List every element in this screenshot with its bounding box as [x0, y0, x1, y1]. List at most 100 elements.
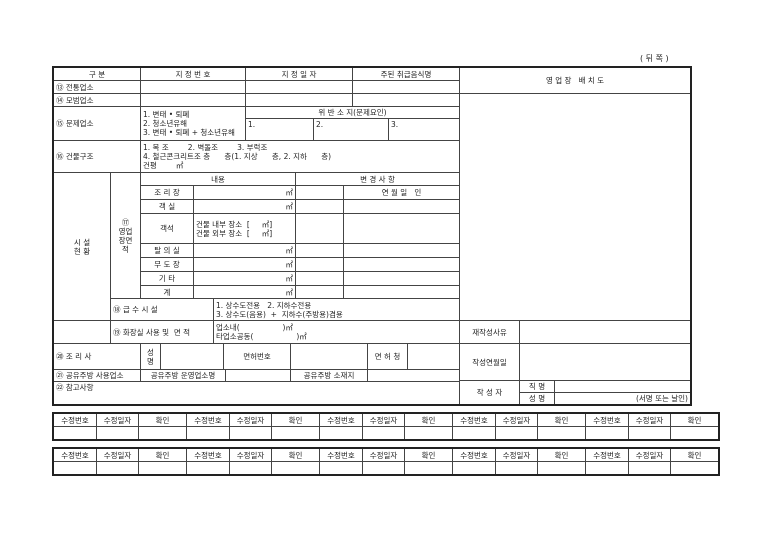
revision-no-header: 수정번호 [452, 448, 496, 462]
facility-item-change-date[interactable] [343, 257, 460, 272]
facility-item-change[interactable] [295, 213, 344, 244]
facility-item-change-date[interactable] [343, 285, 460, 299]
revision-confirm-header: 확인 [537, 448, 586, 462]
revision-no-field[interactable] [53, 426, 97, 440]
facility-item-name: 객 실 [140, 199, 194, 214]
r19-label: ⑲ 화장실 사용 및 면 적 [110, 320, 214, 344]
revision-date-field[interactable] [229, 461, 272, 475]
revision-confirm-field[interactable] [271, 426, 320, 440]
revision-confirm-field[interactable] [138, 461, 187, 475]
r22-notes[interactable]: ㉒ 참고사항 [53, 381, 460, 405]
facility-area-label: ⑰ 영업 장면 적 [110, 172, 141, 299]
written-date-label: 작성연월일 [459, 343, 520, 381]
revision-no-header: 수정번호 [452, 413, 496, 427]
revision-confirm-header: 확인 [537, 413, 586, 427]
r14-main-food-field[interactable] [352, 93, 460, 107]
r15-violation-2[interactable]: 2. [313, 118, 389, 141]
revision-date-field[interactable] [628, 426, 671, 440]
r14-designation-date-field[interactable] [245, 93, 353, 107]
revision-confirm-field[interactable] [670, 426, 719, 440]
facility-item-value[interactable]: ㎡ [193, 199, 296, 214]
layout-drawing-area[interactable] [459, 93, 691, 321]
facility-item-change-date[interactable] [343, 199, 460, 214]
revision-date-field[interactable] [628, 461, 671, 475]
revision-confirm-header: 확인 [271, 448, 320, 462]
facility-item-value[interactable]: ㎡ [193, 271, 296, 286]
revision-no-field[interactable] [319, 461, 363, 475]
facility-date-seal[interactable]: 연 월 일 인 [343, 185, 460, 200]
r20-license-no-field[interactable] [290, 343, 368, 370]
revision-no-field[interactable] [452, 461, 496, 475]
revision-date-header: 수정일자 [229, 413, 272, 427]
revision-confirm-header: 확인 [670, 413, 719, 427]
facility-item-value[interactable]: ㎡ [193, 257, 296, 272]
facility-item-name: 조 리 장 [140, 185, 194, 200]
facility-item-change[interactable] [295, 185, 344, 200]
revision-no-header: 수정번호 [319, 448, 363, 462]
revision-date-header: 수정일자 [495, 448, 538, 462]
facility-item-value[interactable]: ㎡ [193, 285, 296, 299]
revision-date-header: 수정일자 [628, 413, 671, 427]
r19-restroom: 업소내( )㎡ 타업소공동( )㎡ [213, 320, 460, 344]
revision-confirm-field[interactable] [404, 461, 453, 475]
facility-item-change-date[interactable] [343, 213, 460, 244]
sign-field[interactable]: (서명 또는 날인) [554, 392, 691, 405]
revision-date-field[interactable] [96, 461, 139, 475]
r16-building-structure: 1. 목 조 2. 벽돌조 3. 부럭조 4. 철근콘크리트조 층 층(1. 지… [140, 140, 460, 173]
revision-date-field[interactable] [229, 426, 272, 440]
facility-item-value[interactable]: ㎡ [193, 185, 296, 200]
revision-no-field[interactable] [585, 426, 629, 440]
r13-main-food-field[interactable] [352, 80, 460, 94]
r15-violation-1[interactable]: 1. [245, 118, 314, 141]
r15-violation-3[interactable]: 3. [388, 118, 460, 141]
rewrite-reason-field[interactable] [519, 320, 691, 344]
facility-item-change[interactable] [295, 243, 344, 258]
revision-date-field[interactable] [495, 426, 538, 440]
r13-designation-date-field[interactable] [245, 80, 353, 94]
revision-date-header: 수정일자 [229, 448, 272, 462]
revision-confirm-header: 확인 [670, 448, 719, 462]
revision-no-field[interactable] [53, 461, 97, 475]
revision-no-field[interactable] [186, 461, 230, 475]
r14-designation-no-field[interactable] [140, 93, 246, 107]
revision-no-field[interactable] [319, 426, 363, 440]
facility-change-header: 변 경 사 항 [295, 172, 460, 186]
facility-item-change[interactable] [295, 271, 344, 286]
facility-item-value[interactable]: ㎡ [193, 243, 296, 258]
facility-item-name: 객석 [140, 213, 194, 244]
r20-license-office-field[interactable] [407, 343, 460, 370]
facility-item-change-date[interactable] [343, 243, 460, 258]
r20-name-field[interactable] [160, 343, 224, 370]
revision-date-header: 수정일자 [495, 413, 538, 427]
facility-item-change-date[interactable] [343, 271, 460, 286]
revision-date-field[interactable] [362, 461, 405, 475]
revision-no-field[interactable] [186, 426, 230, 440]
rewrite-reason-label: 재작성사유 [459, 320, 520, 344]
revision-confirm-field[interactable] [537, 461, 586, 475]
revision-confirm-field[interactable] [271, 461, 320, 475]
facility-item-name: 탈 의 실 [140, 243, 194, 258]
revision-confirm-field[interactable] [670, 461, 719, 475]
revision-no-field[interactable] [452, 426, 496, 440]
revision-no-field[interactable] [585, 461, 629, 475]
facility-item-change[interactable] [295, 285, 344, 299]
r13-designation-no-field[interactable] [140, 80, 246, 94]
revision-no-header: 수정번호 [186, 413, 230, 427]
written-date-field[interactable] [519, 343, 691, 381]
revision-date-field[interactable] [495, 461, 538, 475]
revision-date-field[interactable] [362, 426, 405, 440]
revision-no-header: 수정번호 [186, 448, 230, 462]
revision-date-field[interactable] [96, 426, 139, 440]
writer-label: 작 성 자 [459, 380, 520, 405]
revision-confirm-header: 확인 [138, 413, 187, 427]
revision-confirm-field[interactable] [404, 426, 453, 440]
facility-item-value[interactable]: 건물 내부 장소 [ ㎡] 건물 외부 장소 [ ㎡] [193, 213, 296, 244]
r15-label: ⑮ 문제업소 [53, 106, 141, 141]
r13-label: ⑬ 전통업소 [53, 80, 141, 94]
revision-date-header: 수정일자 [628, 448, 671, 462]
header-main-food: 주된 취급음식명 [352, 67, 460, 81]
revision-confirm-field[interactable] [138, 426, 187, 440]
facility-item-change[interactable] [295, 257, 344, 272]
facility-item-change[interactable] [295, 199, 344, 214]
revision-confirm-field[interactable] [537, 426, 586, 440]
